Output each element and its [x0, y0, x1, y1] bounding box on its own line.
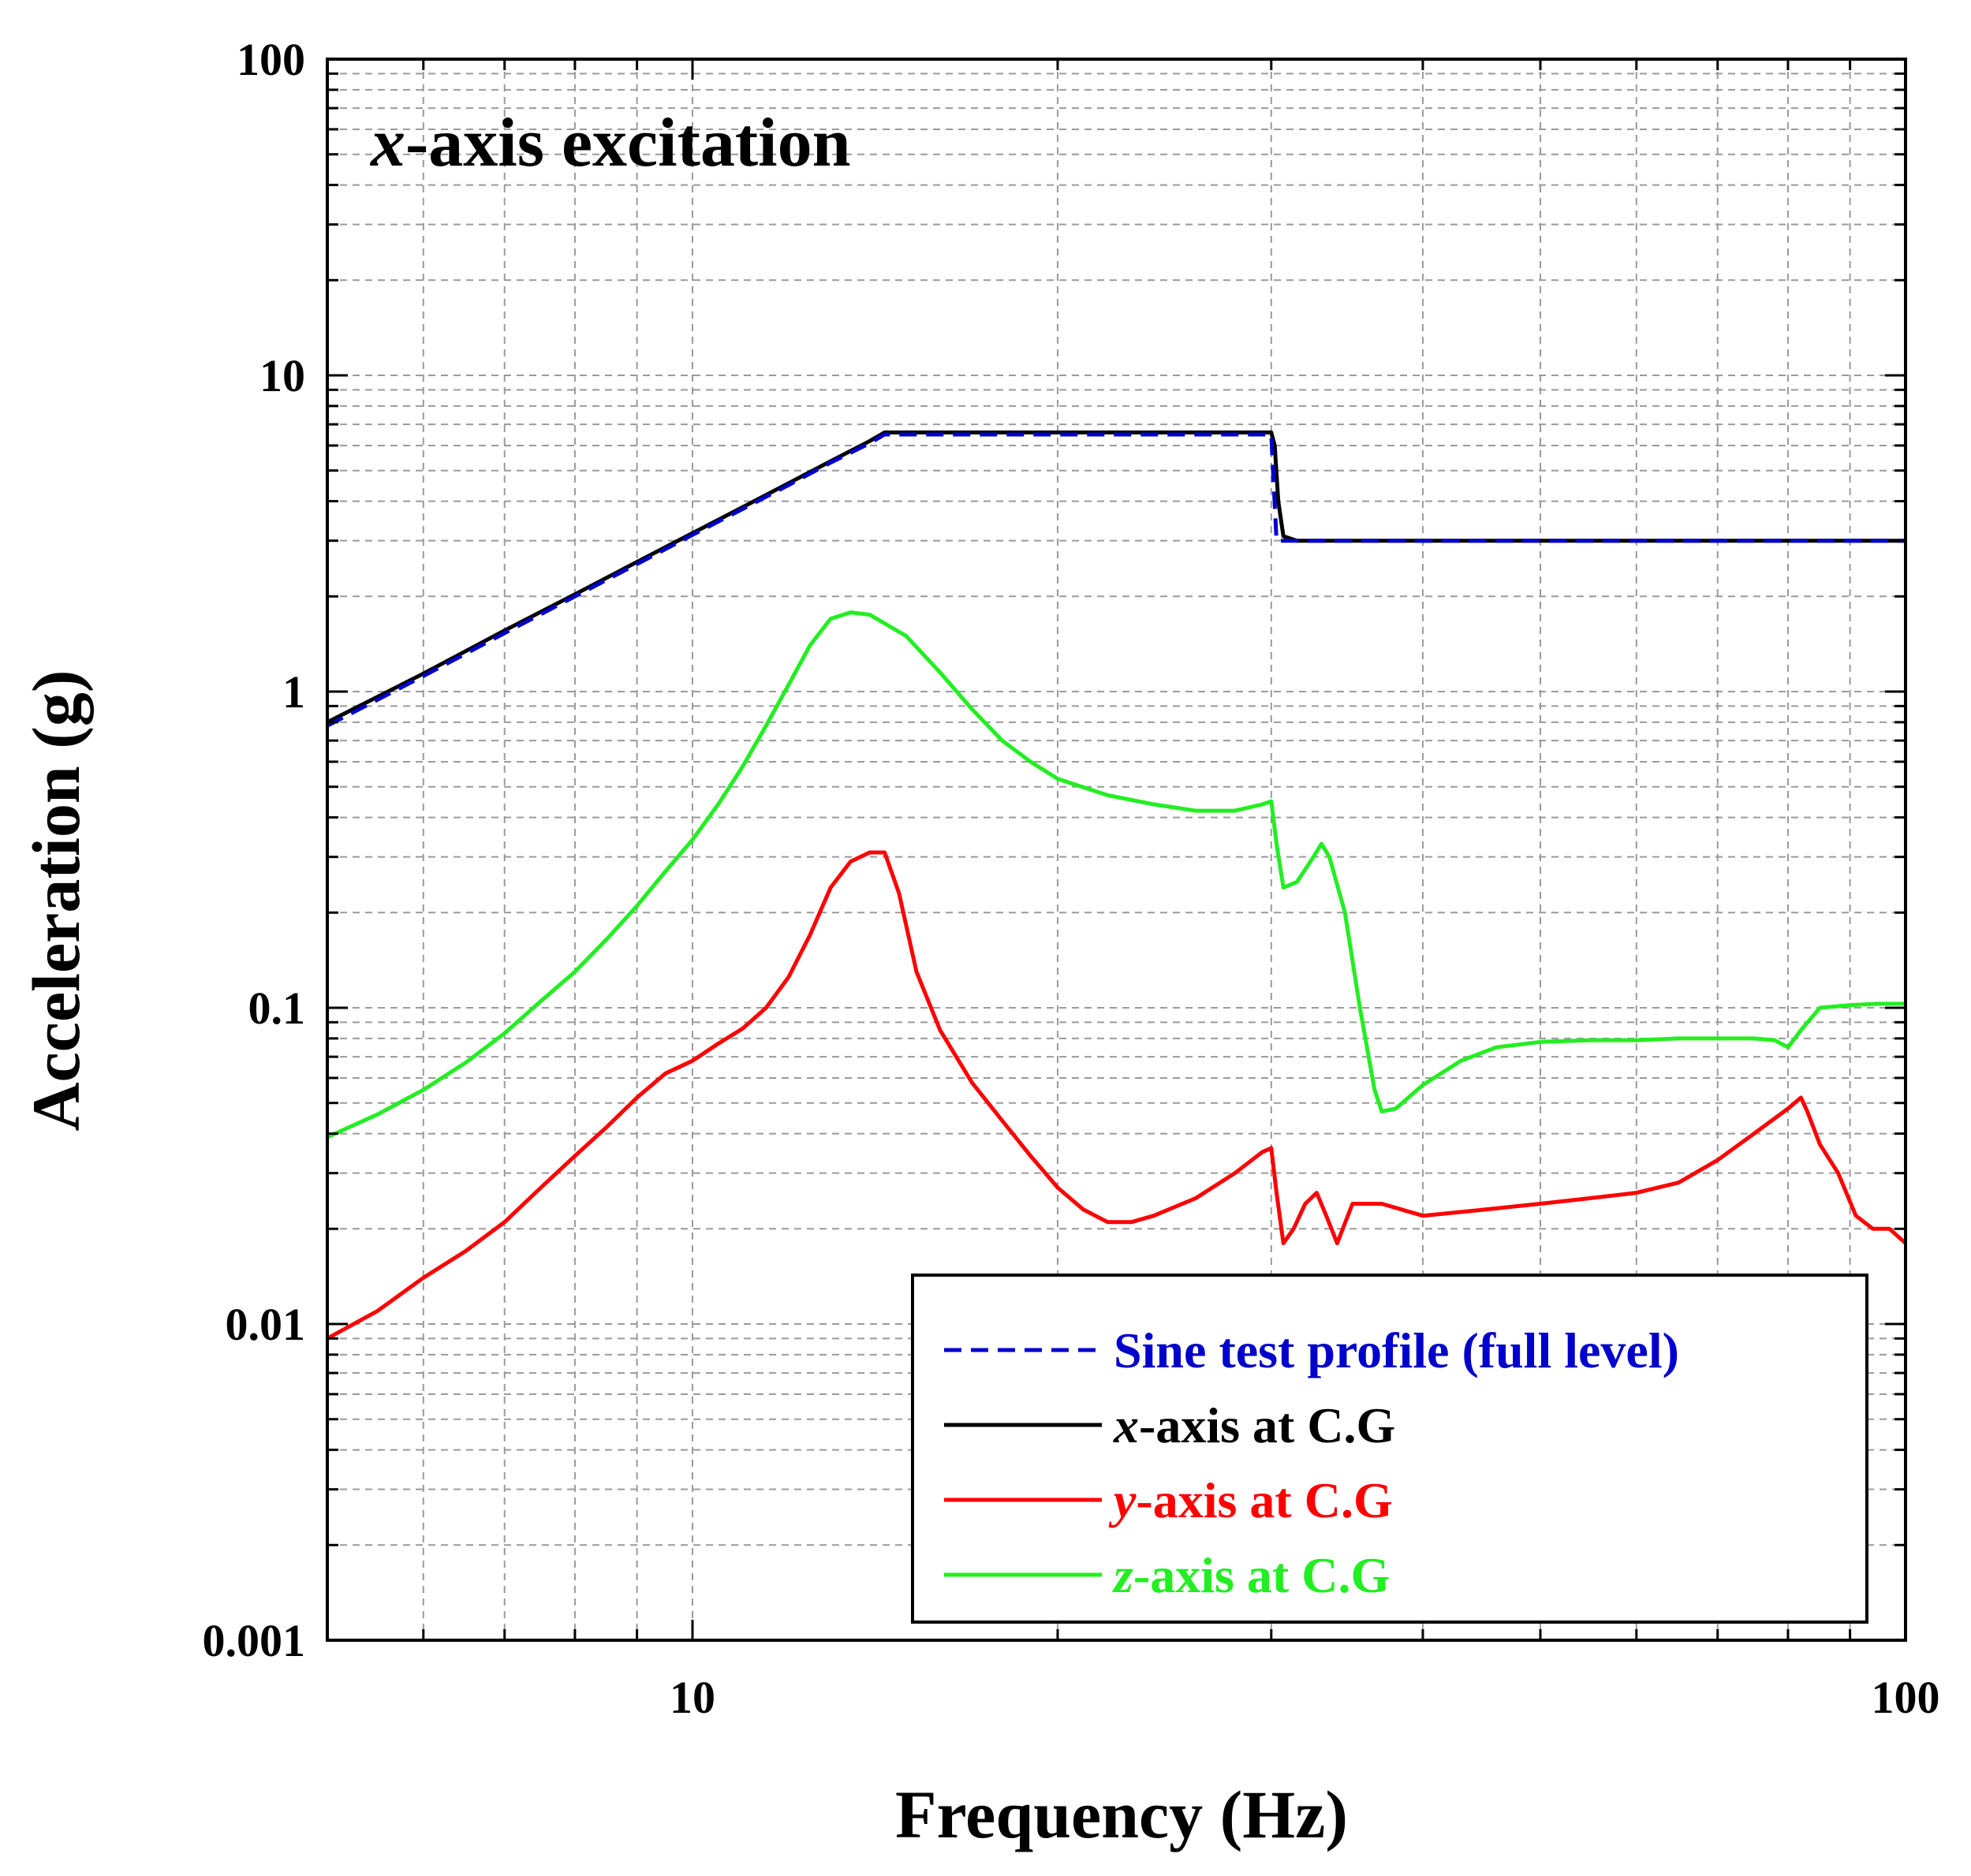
y-tick-label: 1	[282, 666, 305, 718]
y-tick-label: 100	[237, 34, 305, 85]
legend-label: Sine test profile (full level)	[1114, 1322, 1679, 1378]
y-tick-label: 0.01	[226, 1299, 306, 1350]
legend-label-text: -axis at C.G	[1133, 1547, 1390, 1603]
chart-title: x-axis excitation	[369, 105, 851, 181]
series-line-sine-test-profile-full-level	[326, 432, 1906, 728]
chart-title-rest: -axis excitation	[405, 105, 851, 181]
y-tick-label: 10	[259, 350, 305, 401]
legend-label-italic: x	[1113, 1397, 1139, 1453]
y-tick-label: 0.1	[248, 983, 306, 1034]
legend: Sine test profile (full level)x-axis at …	[911, 1274, 1868, 1624]
plot-series	[326, 430, 1907, 1341]
y-tick-label: 0.001	[203, 1615, 306, 1666]
axis-ticks: 10 100 0.001 0.01 0.1 1 10 100	[203, 34, 1940, 1723]
y-axis-label: Acceleration (g)	[18, 670, 94, 1132]
x-axis-label: Frequency (Hz)	[895, 1777, 1348, 1852]
legend-label: x-axis at C.G	[1113, 1397, 1395, 1453]
series-line-y-axis-at-c-g	[326, 850, 1907, 1341]
legend-label-italic: z	[1112, 1547, 1133, 1603]
legend-label-text: -axis at C.G	[1136, 1472, 1392, 1528]
legend-label: z-axis at C.G	[1112, 1547, 1390, 1603]
plot-frame	[326, 58, 1907, 1642]
legend-box	[911, 1274, 1868, 1624]
x-tick-label: 100	[1872, 1672, 1940, 1723]
series-line-z-axis-at-c-g	[326, 610, 1906, 1139]
x-tick-label: 10	[670, 1672, 715, 1723]
legend-label: y-axis at C.G	[1108, 1472, 1393, 1528]
legend-label-text: Sine test profile (full level)	[1114, 1322, 1679, 1378]
chart-title-italic: x	[369, 105, 405, 181]
legend-label-text: -axis at C.G	[1139, 1397, 1395, 1453]
